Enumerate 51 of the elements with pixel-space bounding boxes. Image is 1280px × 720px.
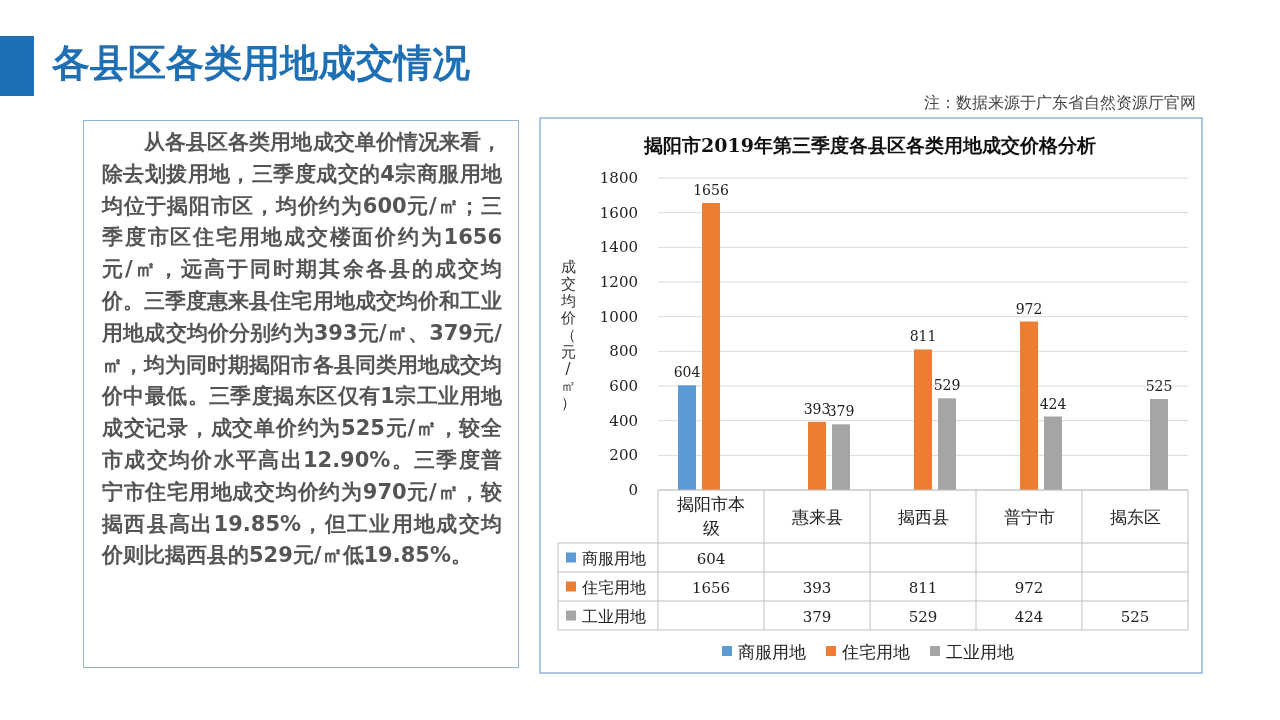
text: 604 [696, 549, 726, 568]
x-tick-label: 揭东区 [1109, 507, 1161, 527]
y-tick-label: 1400 [599, 238, 638, 257]
text: 1656 [693, 181, 729, 198]
x-tick-label: 揭西县 [897, 507, 949, 527]
bar [914, 349, 932, 490]
text: 525 [1145, 378, 1173, 394]
y-tick-label: 600 [609, 377, 638, 395]
y-tick-label: 200 [609, 446, 638, 465]
bar [938, 398, 956, 490]
x-tick-label: 揭阳市本级 [677, 494, 745, 538]
y-axis-title: 成交均价（元/㎡） [560, 258, 576, 412]
y-tick-label: 1800 [599, 169, 638, 187]
text: 工业用地 [582, 606, 646, 626]
text: 811 [909, 328, 937, 345]
x-tick-label: 惠来县 [790, 507, 843, 527]
text: 972 [1015, 300, 1043, 317]
text: 424 [1039, 395, 1067, 412]
text: 从各县区各类用地成交单价情况来看，除去划拨用地，三季度成交的4宗商服用地均位于揭阳市区，均价约为600元/㎡；三季度市区住宅用地成交楼面价约为1656元/㎡，远高于同时期其余各县的成交均价。三季度惠来县住宅用地成交均价和工业用地成交均价分别约为393元/㎡、379元/㎡，均为同时期揭阳市各县同类用地成交均价中最低。三季度揭东区仅有1宗工业用地成交记录，成交单价约为525元/㎡，较全市成交均价水平高出12.90%。三季度普宁市住宅用地成交均价约为970元/㎡，较揭西县高出19.85%，但工业用地成交均价则比揭西县的529元/㎡低19.85%。 [102, 130, 502, 568]
chart-title: 揭阳市2019年第三季度各县区各类用地成交价格分析 [643, 134, 1096, 156]
data-label: 525 [1120, 607, 1150, 626]
data-label: 529 [908, 607, 938, 626]
data-label: 972 [1014, 578, 1044, 597]
y-tick-label: 400 [609, 411, 638, 430]
data-label: 424 [1014, 607, 1044, 626]
x-tick-label: 普宁市 [1003, 507, 1055, 527]
y-tick-label: 800 [609, 342, 638, 361]
text: 住宅用地 [842, 642, 910, 662]
bar [808, 421, 826, 490]
bar [678, 385, 696, 490]
data-label: 379 [802, 607, 832, 626]
bar [832, 424, 850, 490]
bar [1044, 416, 1062, 490]
data-label: 1656 [691, 578, 731, 597]
y-tick-label: 1000 [599, 307, 638, 326]
legend-label: 住宅用地 [581, 577, 646, 597]
legend-label: 工业用地 [946, 642, 1014, 662]
text: 529 [933, 377, 961, 394]
y-tick-label: 1600 [599, 203, 638, 222]
data-label: 393 [802, 578, 832, 597]
text: 各县区各类用地成交情况 [52, 40, 470, 87]
y-tick-label: 1200 [599, 273, 638, 291]
bar [702, 202, 720, 490]
y-tick-label: 0 [628, 481, 638, 499]
data-label: 811 [908, 578, 938, 597]
data-label: 604 [673, 364, 701, 381]
bar [1150, 399, 1168, 490]
legend-label: 商服用地 [582, 548, 646, 568]
text: 注：数据来源于广东省自然资源厅官网 [924, 93, 1196, 114]
bar [1020, 321, 1038, 490]
text: 商服用地 [738, 642, 806, 662]
